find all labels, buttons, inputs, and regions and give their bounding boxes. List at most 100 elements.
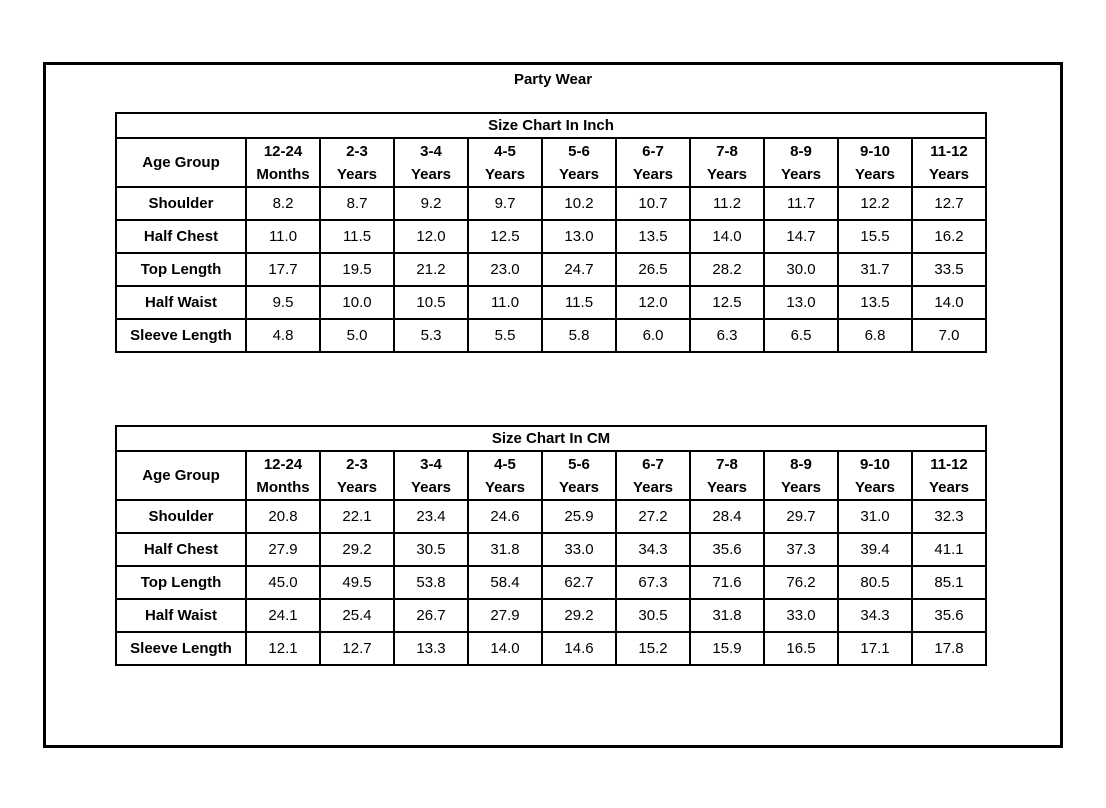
table-title: Size Chart In CM [115, 425, 987, 452]
column-header-line2: Years [410, 478, 452, 496]
table-cell: 11.0 [467, 285, 543, 320]
column-header: 11-12 Years [911, 450, 987, 501]
age-group-header: Age Group [115, 137, 247, 188]
column-header-line1: 2-3 [346, 455, 368, 473]
table-cell: 9.7 [467, 186, 543, 221]
table-cell: 21.2 [393, 252, 469, 287]
table-title: Size Chart In Inch [115, 112, 987, 139]
table-cell: 53.8 [393, 565, 469, 600]
table-cell: 31.0 [837, 499, 913, 534]
column-header: 4-5 Years [467, 450, 543, 501]
column-header: 2-3 Years [319, 450, 395, 501]
table-cell: 12.7 [319, 631, 395, 666]
row-label: Top Length [115, 252, 247, 287]
table-cell: 9.2 [393, 186, 469, 221]
table-row: Sleeve Length 4.8 5.0 5.3 5.5 5.8 6.0 6.3 6.5 6.8… [115, 318, 987, 353]
table-row: Shoulder 20.8 22.1 23.4 24.6 25.9 27.2 28.4 29.7… [115, 499, 987, 534]
column-header: 12-24 Months [245, 137, 321, 188]
table-cell: 62.7 [541, 565, 617, 600]
table-cell: 10.7 [615, 186, 691, 221]
table-cell: 26.5 [615, 252, 691, 287]
table-cell: 20.8 [245, 499, 321, 534]
table-cell: 13.5 [615, 219, 691, 254]
column-header-line2: Years [484, 165, 526, 183]
table-cell: 12.2 [837, 186, 913, 221]
table-row: Half Waist 24.1 25.4 26.7 27.9 29.2 30.5 31.8 33… [115, 598, 987, 633]
table-cell: 19.5 [319, 252, 395, 287]
column-header-line1: 5-6 [568, 455, 590, 473]
table-cell: 33.0 [541, 532, 617, 567]
table-cell: 5.3 [393, 318, 469, 353]
table-cell: 29.2 [319, 532, 395, 567]
table-cell: 11.2 [689, 186, 765, 221]
table-cell: 28.4 [689, 499, 765, 534]
table-cell: 17.1 [837, 631, 913, 666]
table-cell: 80.5 [837, 565, 913, 600]
table-title-row: Size Chart In Inch [115, 112, 987, 139]
column-header-line1: 11-12 [930, 455, 968, 473]
table-cell: 37.3 [763, 532, 839, 567]
column-header-line1: 5-6 [568, 142, 590, 160]
column-header-line2: Years [854, 165, 896, 183]
column-header: 5-6 Years [541, 137, 617, 188]
column-header-line1: 4-5 [494, 455, 516, 473]
column-header-line2: Years [410, 165, 452, 183]
table-cell: 11.7 [763, 186, 839, 221]
table-cell: 12.7 [911, 186, 987, 221]
table-cell: 13.3 [393, 631, 469, 666]
table-cell: 45.0 [245, 565, 321, 600]
column-header-line2: Years [706, 165, 748, 183]
row-label: Sleeve Length [115, 318, 247, 353]
table-cell: 22.1 [319, 499, 395, 534]
table-cell: 16.2 [911, 219, 987, 254]
table-cell: 30.0 [763, 252, 839, 287]
table-cell: 4.8 [245, 318, 321, 353]
table-cell: 26.7 [393, 598, 469, 633]
column-header: 7-8 Years [689, 450, 765, 501]
table-cell: 58.4 [467, 565, 543, 600]
table-cell: 15.2 [615, 631, 691, 666]
table-cell: 5.5 [467, 318, 543, 353]
table-cell: 24.7 [541, 252, 617, 287]
table-row: Sleeve Length 12.1 12.7 13.3 14.0 14.6 15.2 15.… [115, 631, 987, 666]
table-cell: 85.1 [911, 565, 987, 600]
column-header-line1: 2-3 [346, 142, 368, 160]
column-header-line2: Years [484, 478, 526, 496]
column-header-line1: 6-7 [642, 142, 664, 160]
table-row: Top Length 45.0 49.5 53.8 58.4 62.7 67.3 71.6 76… [115, 565, 987, 600]
table-cell: 12.0 [615, 285, 691, 320]
table-row: Half Chest 27.9 29.2 30.5 31.8 33.0 34.3 35.6 37… [115, 532, 987, 567]
table-row: Half Waist 9.5 10.0 10.5 11.0 11.5 12.0 12.5 13.… [115, 285, 987, 320]
table-cell: 25.9 [541, 499, 617, 534]
table-cell: 34.3 [837, 598, 913, 633]
column-header-line2: Years [928, 478, 970, 496]
column-header-line2: Years [928, 165, 970, 183]
column-header-line2: Months [256, 478, 310, 496]
size-table-cm: Size Chart In CM Age Group 12-24 Months 2-3 Y… [115, 425, 987, 666]
table-cell: 31.8 [689, 598, 765, 633]
table-cell: 8.7 [319, 186, 395, 221]
table-cell: 31.7 [837, 252, 913, 287]
column-header: 2-3 Years [319, 137, 395, 188]
column-header-line2: Years [632, 478, 674, 496]
column-header: 6-7 Years [615, 137, 691, 188]
table-cell: 11.5 [319, 219, 395, 254]
column-header-line1: 8-9 [790, 455, 812, 473]
column-header-line1: 12-24 [263, 142, 303, 160]
column-header-line1: 7-8 [716, 142, 738, 160]
table-cell: 5.8 [541, 318, 617, 353]
column-header: 8-9 Years [763, 137, 839, 188]
table-cell: 10.5 [393, 285, 469, 320]
row-label: Half Chest [115, 219, 247, 254]
column-header-line1: 12-24 [263, 455, 303, 473]
table-cell: 27.9 [245, 532, 321, 567]
column-header-line2: Years [336, 165, 378, 183]
table-cell: 76.2 [763, 565, 839, 600]
table-cell: 6.0 [615, 318, 691, 353]
column-header-line1: 9-10 [859, 455, 891, 473]
column-header: 3-4 Years [393, 137, 469, 188]
table-cell: 29.7 [763, 499, 839, 534]
table-cell: 8.2 [245, 186, 321, 221]
table-cell: 24.6 [467, 499, 543, 534]
table-cell: 13.5 [837, 285, 913, 320]
